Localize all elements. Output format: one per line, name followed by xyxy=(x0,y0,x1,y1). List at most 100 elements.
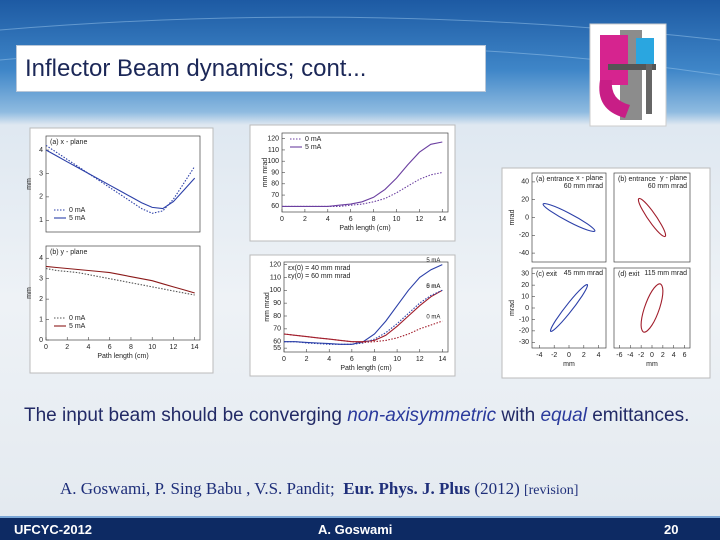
series-line xyxy=(283,289,443,343)
y-axis-label: mm mrad xyxy=(264,292,271,322)
y-tick-label: 1 xyxy=(39,316,43,323)
annotation: x - plane xyxy=(576,175,603,182)
y-tick-label: 90 xyxy=(273,300,281,307)
y-tick-label: 60 xyxy=(273,339,281,346)
y-tick-label: 60 xyxy=(271,203,279,210)
plot-frame xyxy=(45,245,201,341)
y-tick-label: 100 xyxy=(269,287,281,294)
x-tick-label: 2 xyxy=(303,216,307,223)
x-tick-label: 2 xyxy=(65,344,69,351)
x-tick-label: 14 xyxy=(438,216,446,223)
x-axis-label: Path length (cm) xyxy=(340,365,391,372)
y-tick-label: 4 xyxy=(39,147,43,154)
body-emphasis: equal xyxy=(540,405,587,426)
y-axis-label: mrad xyxy=(509,209,516,225)
y-tick-label: 80 xyxy=(273,313,281,320)
body-text: The input beam should be converging non-… xyxy=(24,400,714,432)
series-line xyxy=(282,141,443,207)
series-line xyxy=(284,289,443,345)
x-tick-label: 0 xyxy=(44,344,48,351)
y-axis-label: mm xyxy=(26,287,33,299)
series-line xyxy=(45,267,195,296)
footer: UFCYC-2012 A. Goswami 20 xyxy=(0,516,720,540)
body-text-part: The input beam should be converging xyxy=(24,405,348,426)
curve-label: 0 mA xyxy=(426,284,440,290)
citation-authors: A. Goswami, P. Sing Babu , V.S. Pandit; xyxy=(60,479,335,498)
x-tick-label: 2 xyxy=(582,352,586,359)
phase-ellipse xyxy=(549,284,589,332)
y-axis-label: mm xyxy=(26,178,33,190)
y-tick-label: -20 xyxy=(519,328,529,335)
x-tick-label: 8 xyxy=(372,216,376,223)
x-axis-label: Path length (cm) xyxy=(97,353,148,360)
x-tick-label: -2 xyxy=(551,352,557,359)
y-tick-label: -20 xyxy=(519,232,529,239)
x-tick-label: 4 xyxy=(87,344,91,351)
y-tick-label: 120 xyxy=(267,135,279,142)
y-tick-label: 70 xyxy=(271,192,279,199)
y-tick-label: 4 xyxy=(39,255,43,262)
footer-center: A. Goswami xyxy=(318,522,393,537)
y-axis-label: mm mrad xyxy=(262,158,269,188)
series-line xyxy=(45,149,196,210)
body-text-part: emittances. xyxy=(586,405,690,426)
citation-note: [revision] xyxy=(523,483,579,498)
series-line xyxy=(282,171,443,207)
x-tick-label: 12 xyxy=(170,344,178,351)
curve-label: 0 mA xyxy=(426,315,440,321)
y-tick-label: -10 xyxy=(519,316,529,323)
annotation: (b) y - plane xyxy=(50,249,87,256)
y-tick-label: 70 xyxy=(273,326,281,333)
footer-left: UFCYC-2012 xyxy=(14,522,93,537)
y-tick-label: -40 xyxy=(519,250,529,257)
y-tick-label: 20 xyxy=(521,197,529,204)
annotation: (a) x - plane xyxy=(50,139,87,146)
x-axis-label: mm xyxy=(646,361,658,368)
annotation: 60 mm mrad xyxy=(564,183,603,190)
x-tick-label: 12 xyxy=(416,356,424,363)
x-tick-label: 2 xyxy=(305,356,309,363)
y-tick-label: 90 xyxy=(271,169,279,176)
y-tick-label: 110 xyxy=(268,147,279,154)
body-text-part: with xyxy=(496,405,541,426)
y-tick-label: 2 xyxy=(39,296,43,303)
plot-frame xyxy=(45,135,201,233)
x-tick-label: 0 xyxy=(282,356,286,363)
x-tick-label: 6 xyxy=(349,216,353,223)
x-tick-label: -6 xyxy=(616,352,622,359)
slide-title: Inflector Beam dynamics; cont... xyxy=(16,45,486,92)
annotation: 60 mm mrad xyxy=(648,183,687,190)
y-tick-label: -30 xyxy=(519,339,529,346)
legend-label: 5 mA xyxy=(69,323,86,330)
annotation: εx(0) = 40 mm mrad xyxy=(288,265,351,272)
x-tick-label: -4 xyxy=(627,352,633,359)
y-tick-label: 3 xyxy=(39,276,43,283)
y-tick-label: 30 xyxy=(521,271,529,278)
x-tick-label: 4 xyxy=(672,352,676,359)
phase-ellipse xyxy=(640,283,664,333)
x-tick-label: -4 xyxy=(536,352,542,359)
x-tick-label: 10 xyxy=(393,356,401,363)
y-tick-label: 10 xyxy=(521,293,529,300)
plot-frame xyxy=(283,261,449,353)
y-tick-label: 55 xyxy=(273,345,281,352)
x-tick-label: 0 xyxy=(280,216,284,223)
series-line xyxy=(45,144,196,214)
x-tick-label: 6 xyxy=(108,344,112,351)
citation: A. Goswami, P. Sing Babu , V.S. Pandit; … xyxy=(60,479,578,499)
footer-right: 20 xyxy=(664,522,679,537)
x-tick-label: 6 xyxy=(683,352,687,359)
figure-panel xyxy=(249,124,456,242)
legend-label: 5 mA xyxy=(69,215,86,222)
body-emphasis: non-axisymmetric xyxy=(347,405,497,426)
x-tick-label: 14 xyxy=(438,356,446,363)
y-tick-label: 3 xyxy=(39,170,43,177)
x-tick-label: 0 xyxy=(650,352,654,359)
annotation: y - plane xyxy=(660,175,687,182)
y-tick-label: 120 xyxy=(269,261,281,268)
curve-label: 5 mA xyxy=(426,258,440,264)
y-tick-label: 2 xyxy=(39,194,43,201)
x-tick-label: 14 xyxy=(191,344,199,351)
